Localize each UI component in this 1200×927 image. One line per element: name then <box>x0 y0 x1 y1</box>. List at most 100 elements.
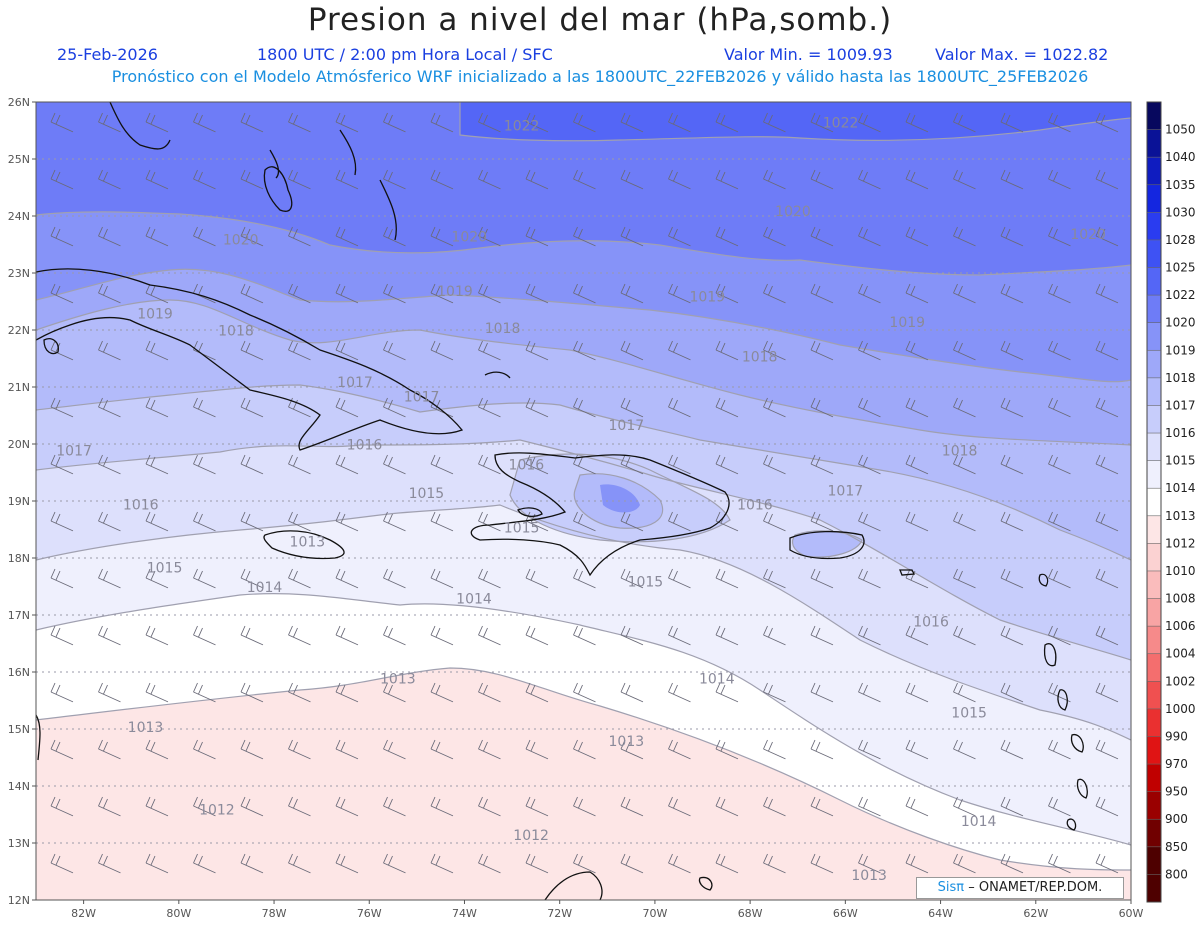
wind-barb <box>1048 397 1071 418</box>
wind-barb <box>145 340 169 361</box>
wind-barb <box>383 226 406 247</box>
wind-barb <box>240 397 264 418</box>
wind-barb <box>953 625 976 646</box>
wind-barb <box>715 340 739 361</box>
colorbar-label: 1040 <box>1165 150 1196 164</box>
colorbar-label: 1000 <box>1165 702 1196 716</box>
wind-barb <box>763 169 786 190</box>
wind-barb <box>858 511 881 532</box>
wind-barb <box>478 568 501 589</box>
wind-barb <box>525 397 549 418</box>
wind-barb <box>715 169 739 190</box>
wind-barb <box>905 796 929 817</box>
colorbar-label: 1025 <box>1165 261 1196 275</box>
wind-barb <box>98 397 121 418</box>
wind-barb <box>668 283 691 304</box>
wind-barb <box>98 625 121 646</box>
wind-barb <box>193 682 216 703</box>
color-swatch <box>1147 598 1161 627</box>
wind-barb <box>858 226 881 247</box>
wind-barb <box>525 796 549 817</box>
colorbar-label: 800 <box>1165 867 1188 881</box>
wind-barb <box>478 625 501 646</box>
warm-pocket <box>36 755 150 815</box>
contour-label: 1020 <box>223 233 259 249</box>
wind-barb <box>810 112 834 133</box>
wind-barb <box>525 625 549 646</box>
wind-barb <box>383 340 406 361</box>
wind-barb <box>953 112 976 133</box>
wind-barb <box>668 739 691 760</box>
lon-label: 70W <box>642 907 667 920</box>
wind-barb <box>953 169 976 190</box>
colorbar-label: 1035 <box>1165 178 1196 192</box>
wind-barb <box>145 169 169 190</box>
wind-barb <box>288 568 311 589</box>
wind-barb <box>430 796 454 817</box>
south-america-coast <box>544 871 603 900</box>
contour-label: 1019 <box>137 307 173 323</box>
wind-barb <box>50 511 74 532</box>
color-swatch <box>1147 212 1161 241</box>
wind-barb <box>858 112 881 133</box>
low-pocket-1019 <box>600 484 640 513</box>
band-1020 <box>36 102 1131 275</box>
wind-barb <box>478 682 501 703</box>
wind-barb <box>288 226 311 247</box>
wind-barb <box>905 226 929 247</box>
abc-islands <box>698 876 713 891</box>
contour-label: 1013 <box>380 671 416 687</box>
wind-barb <box>335 397 359 418</box>
wind-barb <box>240 454 264 475</box>
color-swatch <box>1147 267 1161 296</box>
wind-barb <box>620 625 644 646</box>
wind-barb <box>1048 283 1071 304</box>
wind-barb <box>1000 169 1024 190</box>
lesser-antilles-5 <box>1076 778 1088 799</box>
wind-barb <box>145 568 169 589</box>
lat-label: 19N <box>8 495 30 508</box>
contour-label: 1018 <box>485 321 521 337</box>
contour-label: 1016 <box>737 498 773 514</box>
wind-barb <box>810 796 834 817</box>
lon-label: 72W <box>547 907 572 920</box>
wind-barb <box>50 112 74 133</box>
color-swatch <box>1147 460 1161 489</box>
lat-label: 21N <box>8 381 30 394</box>
wind-barb <box>1095 397 1119 418</box>
wind-barb <box>98 169 121 190</box>
contour-label: 1017 <box>828 483 864 499</box>
wind-barb <box>288 283 311 304</box>
wind-barb <box>620 682 644 703</box>
colorbar-label: 1019 <box>1165 343 1196 357</box>
wind-barb <box>620 283 644 304</box>
wind-barb <box>620 853 644 874</box>
color-swatch <box>1147 653 1161 682</box>
wind-barb <box>478 169 501 190</box>
color-swatch <box>1147 874 1161 903</box>
contour-label: 1015 <box>147 560 183 576</box>
color-swatch <box>1147 405 1161 434</box>
wind-barb <box>573 283 596 304</box>
wind-barb <box>1095 283 1119 304</box>
wind-barb <box>573 397 596 418</box>
wind-barb <box>1048 112 1071 133</box>
lat-label: 16N <box>8 666 30 679</box>
wind-barb <box>193 625 216 646</box>
wind-barb <box>668 112 691 133</box>
wind-barb <box>763 853 786 874</box>
wind-barb <box>1000 682 1024 703</box>
lon-label: 74W <box>452 907 477 920</box>
wind-barb <box>573 853 596 874</box>
bahamas-abaco <box>269 149 280 179</box>
wind-barb <box>810 283 834 304</box>
wind-barb <box>288 454 311 475</box>
lat-lon-grid <box>36 158 1131 844</box>
isle-of-youth <box>43 338 59 355</box>
wind-barb <box>715 397 739 418</box>
lat-label: 14N <box>8 780 30 793</box>
contour-label: 1019 <box>689 290 725 306</box>
credit-org: – ONAMET/REP.DOM. <box>968 880 1103 895</box>
wind-barb <box>1095 226 1119 247</box>
wind-barb <box>1048 226 1071 247</box>
